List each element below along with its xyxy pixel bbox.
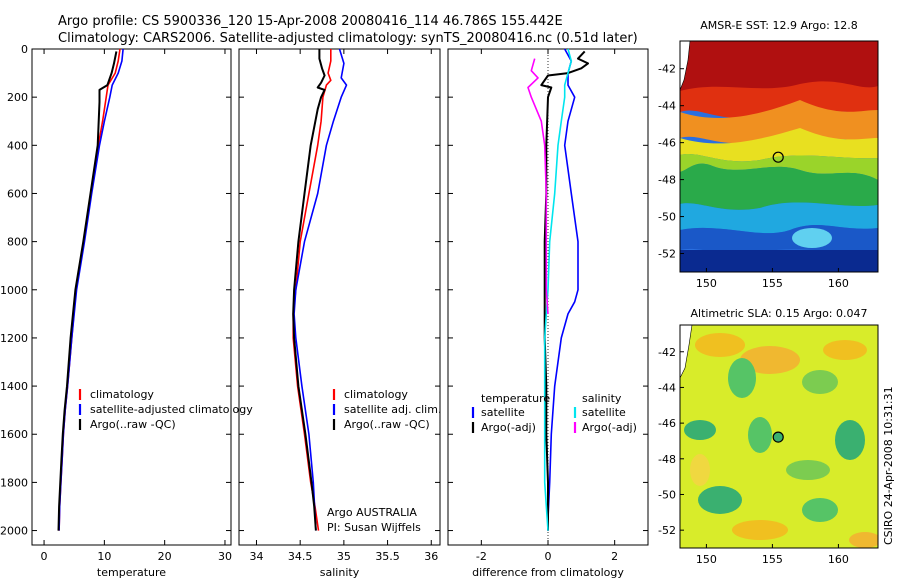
temperature-plot-frame — [31, 48, 232, 546]
salinity-xtick-label: 34.5 — [288, 550, 313, 563]
sla-map-ytick-label: -52 — [658, 524, 676, 537]
difference-xlabel: difference from climatology — [472, 566, 624, 579]
sst-map-field — [680, 41, 878, 272]
sla-map-ytick-label: -42 — [658, 346, 676, 359]
temperature-legend-label: satellite-adjusted climatology — [90, 403, 253, 416]
temperature-panel: 0 10 20 30 0 200 400 600 800 1000 1200 1400 1600 1800… — [0, 43, 253, 579]
depth-ytick-label: 1200 — [0, 332, 28, 345]
sla-map-ytick-label: -50 — [658, 488, 676, 501]
depth-ytick-label: 2000 — [0, 525, 28, 538]
salinity-panel: 34 34.5 35 35.5 36 salinity climatology satelli… — [238, 48, 441, 579]
sst-map-ytick-label: -50 — [658, 211, 676, 224]
sst-argo-marker — [772, 151, 784, 163]
temperature-legend-label: climatology — [90, 388, 154, 401]
difference-xtick-label: -2 — [476, 550, 487, 563]
diff-legend-salinity-label: Argo(-adj) — [582, 421, 637, 434]
temperature-xlabel: temperature — [97, 566, 166, 579]
sst-map-ytick-label: -44 — [658, 100, 676, 113]
sla-argo-marker — [772, 431, 784, 443]
difference-series-0 — [547, 48, 579, 531]
credit-line1: Argo AUSTRALIA — [327, 506, 417, 519]
salinity-legend-label: satellite adj. clim. — [344, 403, 441, 416]
difference-panel: -2 0 2 difference from climatology temperatu… — [447, 48, 649, 579]
temperature-xtick-label: 0 — [41, 550, 48, 563]
depth-ytick-label: 800 — [7, 236, 28, 249]
temperature-legend-label: Argo(..raw -QC) — [90, 418, 176, 431]
sst-map-xtick-label: 150 — [696, 277, 717, 290]
depth-ytick-label: 1800 — [0, 476, 28, 489]
temperature-series-1 — [58, 48, 124, 531]
sla-map-ytick-label: -48 — [658, 453, 676, 466]
diff-legend-salinity-label: satellite — [582, 406, 626, 419]
sla-map-ytick-label: -46 — [658, 417, 676, 430]
sla-map-xtick-label: 160 — [828, 553, 849, 566]
temperature-xtick-label: 20 — [158, 550, 172, 563]
difference-series-1 — [540, 50, 589, 531]
figure-title-line2: Climatology: CARS2006. Satellite-adjuste… — [58, 31, 638, 46]
sst-map-ytick-label: -42 — [658, 63, 676, 76]
figure-title-line1: Argo profile: CS 5900336_120 15-Apr-2008… — [58, 14, 563, 29]
sla-map-field — [680, 325, 878, 548]
salinity-series-1 — [293, 48, 348, 531]
sst-map-axes: 150 155 160 -42 -44 -46 -48 -50 -52 — [658, 63, 849, 290]
temperature-series-2 — [57, 51, 118, 531]
credit-line2: PI: Susan Wijffels — [327, 521, 421, 534]
sst-map-xtick-label: 160 — [828, 277, 849, 290]
diff-legend-temperature-label: Argo(-adj) — [481, 421, 536, 434]
salinity-xtick-label: 36 — [424, 550, 438, 563]
sla-map-axes: 150 155 160 -42 -44 -46 -48 -50 -52 — [658, 346, 849, 566]
sla-map-title: Altimetric SLA: 0.15 Argo: 0.047 — [690, 307, 867, 320]
depth-ytick-label: 600 — [7, 187, 28, 200]
sst-map-xtick-label: 155 — [762, 277, 783, 290]
difference-xtick-label: 0 — [545, 550, 552, 563]
difference-series-2 — [543, 48, 573, 531]
salinity-series-2 — [292, 49, 326, 531]
depth-ytick-label: 400 — [7, 139, 28, 152]
difference-xtick-label: 2 — [611, 550, 618, 563]
diff-legend-temperature-label: satellite — [481, 406, 525, 419]
sla-map-ytick-label: -44 — [658, 381, 676, 394]
temperature-xtick-label: 10 — [97, 550, 111, 563]
depth-ytick-label: 0 — [21, 43, 28, 56]
depth-ytick-label: 1000 — [0, 284, 28, 297]
sla-map-xtick-label: 155 — [762, 553, 783, 566]
diff-legend-salinity-header: salinity — [582, 392, 622, 405]
sst-map-ytick-label: -52 — [658, 248, 676, 261]
sst-map-ytick-label: -48 — [658, 174, 676, 187]
depth-ytick-label: 1600 — [0, 428, 28, 441]
salinity-plot-frame — [238, 48, 441, 546]
salinity-xlabel: salinity — [320, 566, 360, 579]
difference-series-3 — [527, 58, 549, 314]
sst-map-ytick-label: -46 — [658, 137, 676, 150]
salinity-xtick-label: 34 — [249, 550, 263, 563]
sst-map-title: AMSR-E SST: 12.9 Argo: 12.8 — [700, 19, 858, 32]
salinity-legend-label: climatology — [344, 388, 408, 401]
sla-map-xtick-label: 150 — [696, 553, 717, 566]
salinity-xtick-label: 35 — [337, 550, 351, 563]
depth-ytick-label: 1400 — [0, 380, 28, 393]
salinity-xtick-label: 35.5 — [375, 550, 400, 563]
depth-ytick-label: 200 — [7, 91, 28, 104]
sst-map-frame — [679, 40, 879, 273]
diff-legend-temperature-header: temperature — [481, 392, 550, 405]
side-credit-label: CSIRO 24-Apr-2008 10:31:31 — [882, 386, 895, 545]
temperature-xtick-label: 30 — [218, 550, 232, 563]
salinity-legend-label: Argo(..raw -QC) — [344, 418, 430, 431]
salinity-series-0 — [292, 49, 332, 531]
temperature-series-0 — [58, 48, 121, 531]
sla-map-frame — [679, 324, 879, 549]
